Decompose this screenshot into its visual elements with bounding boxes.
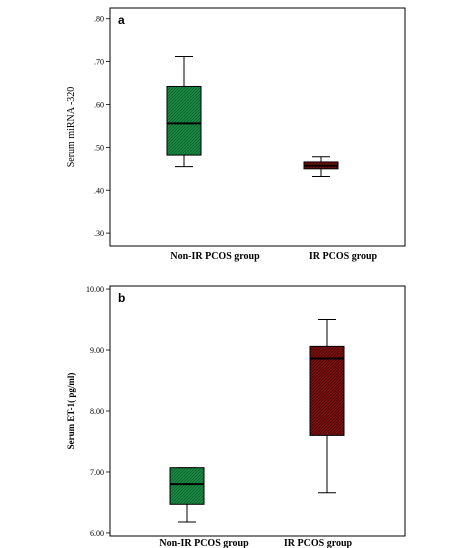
iqr-box <box>166 85 202 156</box>
x-category-label: Non-IR PCOS group <box>170 251 260 262</box>
iqr-box <box>169 467 205 505</box>
y-ticks-a: .30 .40 .50 .60 .70 .80 <box>94 15 110 238</box>
y-tick-label: 8.00 <box>90 407 104 416</box>
boxes-b <box>169 319 345 523</box>
plot-frame-b <box>109 285 406 537</box>
panel-label-b: b <box>118 291 125 305</box>
y-tick-label: 6.00 <box>90 529 104 538</box>
y-tick-label: .40 <box>94 186 104 195</box>
x-category-label: IR PCOS group <box>284 538 353 548</box>
boxes-a <box>166 55 339 178</box>
chart-panel-a: a Serum miRNA -320 .30 .40 .50 .60 .70 .80 No… <box>66 7 406 262</box>
y-tick-label: 7.00 <box>90 468 104 477</box>
plot-frame-a <box>109 7 406 247</box>
iqr-box <box>309 345 345 436</box>
y-tick-label: .50 <box>94 143 104 152</box>
y-tick-label: .80 <box>94 15 104 24</box>
y-tick-label: .30 <box>94 229 104 238</box>
panel-label-a: a <box>118 13 125 27</box>
y-axis-label-a: Serum miRNA -320 <box>66 87 77 168</box>
x-category-label: IR PCOS group <box>309 251 378 262</box>
y-tick-label: 9.00 <box>90 346 104 355</box>
x-category-label: Non-IR PCOS group <box>159 538 249 548</box>
y-tick-label: 10.00 <box>86 285 104 294</box>
chart-panel-b: b Serum ET-1( pg/ml) 6.00 7.00 8.00 9.00 10.… <box>66 285 406 548</box>
y-ticks-b: 6.00 7.00 8.00 9.00 10.00 <box>86 285 110 538</box>
y-tick-label: .60 <box>94 100 104 109</box>
y-tick-label: .70 <box>94 58 104 67</box>
y-axis-label-b: Serum ET-1( pg/ml) <box>66 373 76 450</box>
